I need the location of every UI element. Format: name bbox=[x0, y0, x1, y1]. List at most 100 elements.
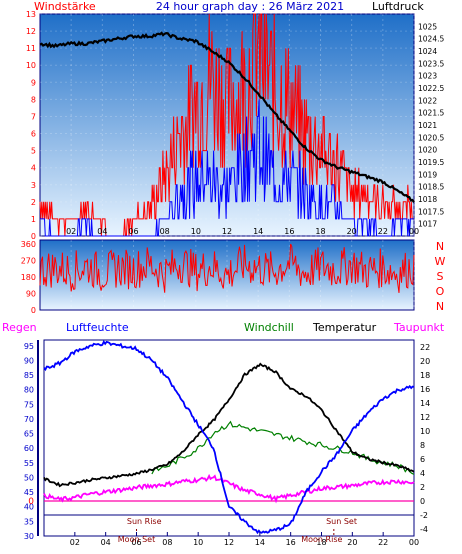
compass-tick-label: S bbox=[437, 270, 444, 283]
wind-tick-label: 0 bbox=[31, 232, 36, 241]
temperature-tick-label: 10 bbox=[420, 427, 430, 436]
dewpoint-label: Taupunkt bbox=[393, 321, 445, 334]
pressure-tick-label: 1022.5 bbox=[418, 84, 444, 93]
wind-tick-label: 10 bbox=[26, 61, 36, 70]
pressure-tick-label: 1017.5 bbox=[418, 207, 444, 216]
wind-tick-label: 2 bbox=[31, 198, 36, 207]
humidity-time-tick: 08 bbox=[162, 538, 172, 547]
humidity-temp-legend: Regen Luftfeuchte Windchill Temperatur T… bbox=[2, 321, 445, 334]
moon-set-label: Moon Set bbox=[118, 535, 155, 544]
astronomy-events: 0 Sun Rise Sun Set Moon Set Moon Rise bbox=[28, 497, 357, 544]
wind-time-axis: 02 04 06 08 10 12 14 16 18 20 22 00 bbox=[66, 227, 419, 236]
temperature-tick-label: 4 bbox=[420, 469, 425, 478]
wind-time-tick: 18 bbox=[315, 227, 325, 236]
pressure-tick-label: 1018.5 bbox=[418, 183, 444, 192]
pressure-tick-label: 1019 bbox=[418, 170, 437, 179]
temperature-tick-label: 0 bbox=[420, 497, 425, 506]
pressure-tick-label: 1018 bbox=[418, 195, 437, 204]
chart-title: 24 hour graph day : 26 März 2021 bbox=[156, 0, 344, 13]
humidity-time-tick: 22 bbox=[378, 538, 388, 547]
wind-tick-label: 12 bbox=[26, 27, 36, 36]
wind-time-tick: 00 bbox=[409, 227, 419, 236]
wind-pressure-series bbox=[39, 13, 415, 237]
humidity-tick-label: 55 bbox=[24, 459, 34, 468]
pressure-tick-label: 1024 bbox=[418, 47, 437, 56]
humidity-tick-label: 50 bbox=[24, 473, 34, 482]
humidity-time-tick: 10 bbox=[193, 538, 203, 547]
humidity-axis-ticks: 30 35 40 45 50 55 60 65 70 75 80 85 90 95 bbox=[24, 342, 34, 541]
humidity-tick-label: 75 bbox=[24, 400, 34, 409]
pressure-tick-label: 1021 bbox=[418, 121, 437, 130]
humidity-tick-label: 95 bbox=[24, 342, 34, 351]
compass-tick-label: O bbox=[436, 285, 445, 298]
temperature-tick-label: 18 bbox=[420, 371, 430, 380]
pressure-line bbox=[39, 31, 415, 203]
wind-direction-line bbox=[39, 243, 415, 293]
temperature-tick-label: 2 bbox=[420, 483, 425, 492]
wind-time-tick: 16 bbox=[284, 227, 294, 236]
wind-time-tick: 04 bbox=[97, 227, 107, 236]
zero-marker-label: 0 bbox=[28, 497, 34, 507]
humidity-time-tick: 20 bbox=[347, 538, 357, 547]
compass-tick-label: N bbox=[436, 300, 444, 313]
humidity-time-tick: 04 bbox=[101, 538, 111, 547]
humidity-time-tick: 14 bbox=[255, 538, 265, 547]
temperature-tick-label: 20 bbox=[420, 357, 430, 366]
humidity-line bbox=[43, 340, 415, 535]
sun-set-label: Sun Set bbox=[326, 517, 357, 526]
humidity-tick-label: 40 bbox=[24, 503, 34, 512]
humidity-time-tick: 12 bbox=[224, 538, 234, 547]
pressure-tick-label: 1021.5 bbox=[418, 109, 444, 118]
direction-tick-label: 360 bbox=[21, 240, 36, 249]
humidity-tick-label: 35 bbox=[24, 517, 34, 526]
humidity-tick-label: 45 bbox=[24, 488, 34, 497]
wind-tick-label: 13 bbox=[26, 10, 36, 19]
wind-tick-label: 6 bbox=[31, 130, 36, 139]
temperature-tick-label: -4 bbox=[420, 525, 428, 534]
pressure-label: Luftdruck bbox=[372, 0, 424, 13]
humidity-tick-label: 85 bbox=[24, 371, 34, 380]
wind-gust-line bbox=[39, 13, 414, 237]
temperature-tick-label: -2 bbox=[420, 511, 428, 520]
wind-tick-label: 9 bbox=[31, 78, 36, 87]
temperature-tick-label: 14 bbox=[420, 399, 430, 408]
sun-rise-label: Sun Rise bbox=[127, 517, 162, 526]
direction-tick-label: 0 bbox=[31, 306, 36, 315]
temperature-line bbox=[43, 362, 415, 488]
humidity-time-tick: 06 bbox=[131, 538, 141, 547]
wind-tick-label: 5 bbox=[31, 147, 36, 156]
humidity-tick-label: 90 bbox=[24, 356, 34, 365]
humidity-temperature-series bbox=[43, 340, 415, 535]
wind-tick-label: 7 bbox=[31, 112, 36, 121]
direction-tick-label: 180 bbox=[21, 273, 36, 282]
wind-tick-label: 1 bbox=[31, 215, 36, 224]
temperature-tick-label: 16 bbox=[420, 385, 430, 394]
pressure-tick-label: 1020.5 bbox=[418, 133, 444, 142]
humidity-tick-label: 60 bbox=[24, 444, 34, 453]
wind-time-tick: 14 bbox=[253, 227, 263, 236]
direction-tick-label: 90 bbox=[26, 290, 36, 299]
wind-time-tick: 06 bbox=[128, 227, 138, 236]
pressure-tick-label: 1022 bbox=[418, 96, 437, 105]
pressure-tick-label: 1019.5 bbox=[418, 158, 444, 167]
humidity-time-axis: 02 04 06 08 10 12 14 16 18 20 22 00 bbox=[70, 532, 419, 547]
wind-time-tick: 20 bbox=[347, 227, 357, 236]
moon-rise-label: Moon Rise bbox=[301, 535, 342, 544]
wind-tick-label: 3 bbox=[31, 181, 36, 190]
temperature-tick-label: 8 bbox=[420, 441, 425, 450]
humidity-tick-label: 70 bbox=[24, 415, 34, 424]
direction-tick-label: 270 bbox=[21, 257, 36, 266]
temperature-axis-ticks: -4 -2 0 2 4 6 8 10 12 14 16 18 20 22 bbox=[420, 343, 430, 534]
humidity-time-tick: 02 bbox=[70, 538, 80, 547]
wind-time-tick: 22 bbox=[378, 227, 388, 236]
temperature-label: Temperatur bbox=[312, 321, 377, 334]
humidity-time-tick: 16 bbox=[286, 538, 296, 547]
pressure-tick-label: 1024.5 bbox=[418, 35, 444, 44]
wind-strength-label: Windstärke bbox=[34, 0, 96, 13]
wind-time-tick: 08 bbox=[160, 227, 170, 236]
